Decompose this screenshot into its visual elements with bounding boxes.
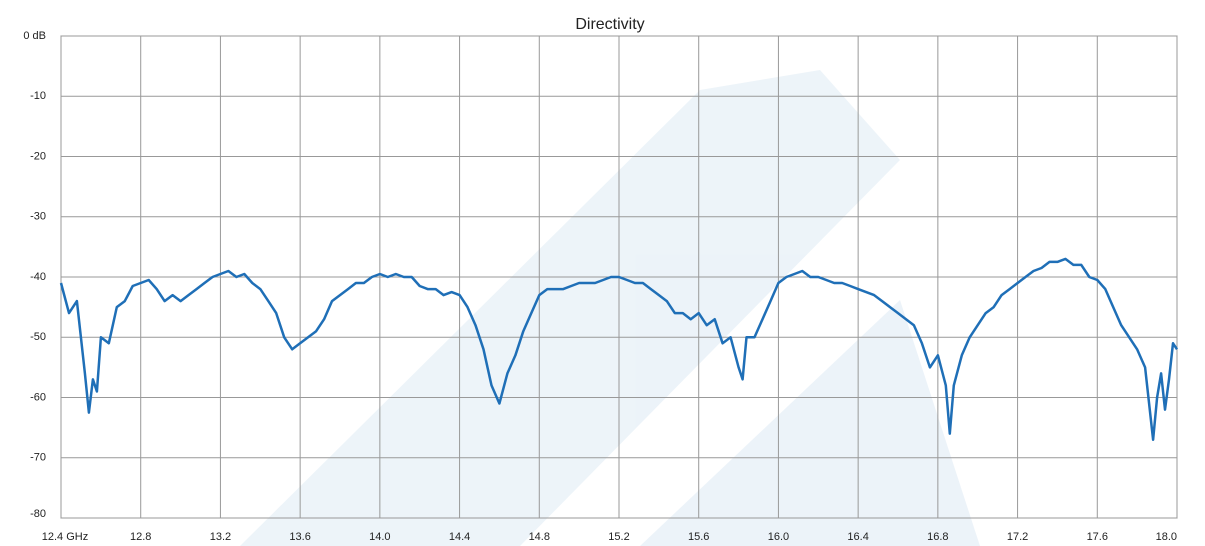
chart-title: Directivity [575, 16, 644, 33]
watermark [240, 70, 980, 546]
y-tick-label: -70 [30, 452, 46, 464]
y-tick-label: 0 dB [23, 30, 46, 42]
y-tick-label: -40 [30, 271, 46, 283]
watermark-shape [240, 70, 900, 546]
y-tick-label: -10 [30, 90, 46, 102]
x-tick-label: 17.6 [1087, 531, 1108, 543]
x-tick-label: 15.6 [688, 531, 709, 543]
y-tick-label: -30 [30, 211, 46, 223]
x-tick-label: 12.8 [130, 531, 151, 543]
x-tick-label: 12.4 GHz [42, 531, 88, 543]
y-tick-label: -20 [30, 150, 46, 162]
x-tick-label: 16.4 [847, 531, 868, 543]
y-tick-label: -60 [30, 391, 46, 403]
x-tick-label: 15.2 [608, 531, 629, 543]
data-line [59, 257, 1179, 441]
x-tick-label: 14.0 [369, 531, 390, 543]
x-tick-label: 17.2 [1007, 531, 1028, 543]
x-tick-label: 16.8 [927, 531, 948, 543]
x-tick-label: 14.8 [529, 531, 550, 543]
y-tick-label: -80 [30, 508, 46, 520]
x-tick-label: 13.6 [289, 531, 310, 543]
x-tick-label: 18.0 [1156, 531, 1177, 543]
x-tick-label: 16.0 [768, 531, 789, 543]
x-tick-label: 14.4 [449, 531, 470, 543]
y-tick-label: -50 [30, 331, 46, 343]
watermark-shape [640, 300, 980, 546]
x-tick-label: 13.2 [210, 531, 231, 543]
